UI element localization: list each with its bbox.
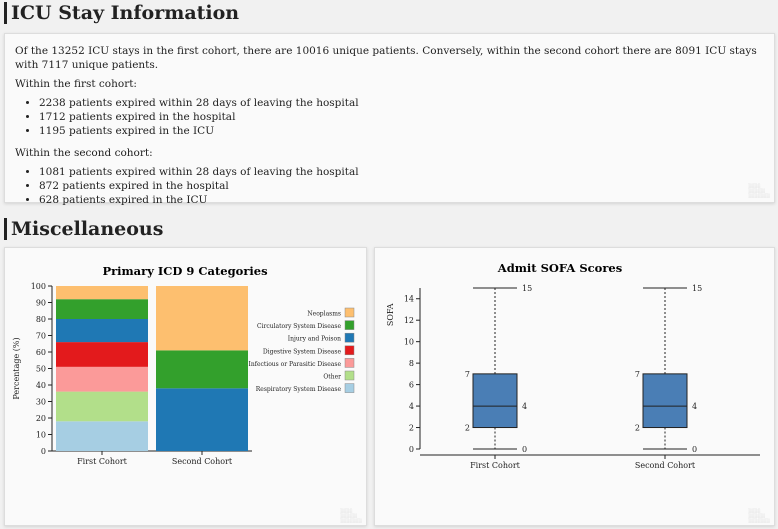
y-tick-label: 30: [36, 398, 46, 407]
legend-label: Respiratory System Disease: [256, 386, 342, 393]
legend-label: Other: [323, 374, 341, 381]
sofa-chart-card: Admit SOFA Scores 0 2 4 6 8 10 12 14 SOFA 15 0 4 7 2 F…: [374, 247, 775, 526]
legend-swatch: [344, 345, 355, 356]
y-tick-label: 0: [41, 447, 46, 456]
max-label: 15: [692, 284, 702, 293]
y-tick-label: 0: [409, 445, 414, 454]
y-tick-label: 80: [36, 315, 46, 324]
legend-swatch: [344, 307, 355, 318]
bar-segment: [56, 319, 148, 343]
icd-chart-title: Primary ICD 9 Categories: [102, 264, 267, 278]
bar-segment: [56, 286, 148, 300]
icu-section-heading: ICU Stay Information: [4, 2, 239, 24]
x-tick-label: Second Cohort: [635, 461, 696, 470]
icd-chart: Primary ICD 9 Categories 0 10 20 30 40 50 60 70…: [12, 264, 355, 466]
second-cohort-label: Within the second cohort:: [15, 147, 153, 159]
max-label: 15: [522, 284, 532, 293]
legend-swatch: [344, 358, 355, 368]
median-label: 4: [692, 402, 697, 411]
icd-chart-card: Primary ICD 9 Categories 0 10 20 30 40 50 60 70…: [4, 247, 367, 526]
legend-label: Neoplasms: [307, 311, 341, 318]
y-tick-label: 4: [409, 402, 414, 411]
bar-segment: [56, 421, 148, 451]
min-label: 0: [692, 445, 697, 454]
median-label: 4: [522, 402, 527, 411]
y-tick-label: 90: [36, 299, 46, 308]
second-cohort-list: 1081 patients expired within 28 days of …: [15, 165, 764, 207]
bar-segment: [56, 366, 148, 392]
watermark: ░░░░░ ░░░░░░░ ░░░░░░░░░: [748, 183, 770, 198]
y-axis-label: Percentage (%): [12, 337, 21, 399]
sofa-chart-title: Admit SOFA Scores: [497, 261, 622, 275]
bar-segment: [156, 388, 248, 451]
list-item: 872 patients expired in the hospital: [39, 179, 764, 193]
legend-label: Injury and Poison: [288, 336, 341, 343]
y-tick-label: 40: [36, 381, 46, 390]
icu-info-card: Of the 13252 ICU stays in the first coho…: [4, 33, 775, 206]
list-item: 2238 patients expired within 28 days of …: [39, 96, 764, 110]
y-tick-label: 10: [36, 431, 46, 440]
bar-segment: [56, 391, 148, 422]
box-body: [642, 373, 688, 429]
list-item: 1081 patients expired within 28 days of …: [39, 165, 764, 179]
bar-segment: [56, 299, 148, 319]
y-tick-label: 14: [404, 295, 414, 304]
legend-label: Digestive System Disease: [263, 348, 342, 355]
y-tick-label: 8: [409, 359, 414, 368]
legend-label: Infectious or Parasitic Disease: [249, 361, 342, 368]
y-tick-label: 6: [409, 381, 414, 390]
sofa-chart: Admit SOFA Scores 0 2 4 6 8 10 12 14 SOFA 15 0 4 7 2 F…: [386, 261, 760, 470]
list-item: 1712 patients expired in the hospital: [39, 110, 764, 124]
watermark: ░░░░░ ░░░░░░░ ░░░░░░░░░: [748, 508, 770, 523]
y-tick-label: 100: [31, 282, 46, 291]
y-axis-label: SOFA: [386, 303, 395, 326]
min-label: 0: [522, 445, 527, 454]
y-tick-label: 60: [36, 348, 46, 357]
legend-swatch: [344, 383, 355, 393]
legend-swatch: [344, 332, 355, 343]
icu-summary: Of the 13252 ICU stays in the first coho…: [15, 45, 757, 71]
q3-label: 7: [465, 370, 470, 379]
x-tick-label: Second Cohort: [172, 457, 233, 466]
bar-segment: [156, 286, 248, 351]
y-tick-label: 10: [404, 338, 414, 347]
legend-swatch: [344, 320, 355, 330]
y-tick-label: 50: [36, 365, 46, 374]
y-tick-label: 2: [409, 424, 414, 433]
misc-section-heading: Miscellaneous: [4, 218, 163, 240]
y-tick-label: 70: [36, 332, 46, 341]
legend-label: Circulatory System Disease: [257, 323, 341, 330]
x-tick-label: First Cohort: [77, 457, 128, 466]
bar-segment: [56, 342, 148, 367]
list-item: 628 patients expired in the ICU: [39, 193, 764, 207]
y-tick-label: 12: [404, 316, 414, 325]
watermark: ░░░░░ ░░░░░░░ ░░░░░░░░░: [340, 508, 362, 523]
y-tick-label: 20: [36, 414, 46, 423]
list-item: 1195 patients expired in the ICU: [39, 124, 764, 138]
x-tick-label: First Cohort: [470, 461, 521, 470]
legend-swatch: [344, 370, 355, 381]
q3-label: 7: [635, 370, 640, 379]
box-body: [472, 373, 518, 429]
first-cohort-list: 2238 patients expired within 28 days of …: [15, 96, 764, 138]
bar-segment: [156, 350, 248, 389]
q1-label: 2: [635, 424, 640, 433]
q1-label: 2: [465, 424, 470, 433]
first-cohort-label: Within the first cohort:: [15, 78, 137, 90]
